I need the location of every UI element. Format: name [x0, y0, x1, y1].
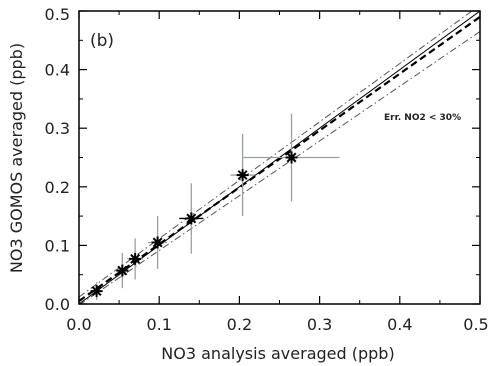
y-tick-labels: 0.0 0.1 0.2 0.3 0.4 0.5 — [45, 5, 70, 314]
data-point — [236, 169, 249, 182]
x-axis-title: NO3 analysis averaged (ppb) — [161, 344, 394, 363]
y-tick-label: 0.0 — [45, 295, 70, 314]
y-tick-label: 0.3 — [45, 119, 70, 138]
data-point — [285, 151, 298, 164]
asterisk-stroke — [186, 213, 197, 224]
axis-ticks — [78, 10, 481, 305]
data-point — [185, 212, 198, 225]
data-point — [90, 285, 103, 298]
y-tick-label: 0.1 — [45, 236, 70, 255]
reference-line-dashed-1 — [79, 15, 480, 302]
y-axis-title: NO3 GOMOS averaged (ppb) — [7, 43, 26, 273]
x-tick-label: 0.4 — [387, 315, 412, 334]
x-tick-labels: 0.0 0.1 0.2 0.3 0.4 0.5 — [66, 315, 488, 334]
data-points — [90, 151, 298, 298]
asterisk-stroke — [237, 170, 248, 181]
y-tick-label: 0.4 — [45, 61, 70, 80]
x-tick-label: 0.3 — [307, 315, 332, 334]
y-tick-label: 0.2 — [45, 178, 70, 197]
reference-line-dashdot-3 — [79, 31, 480, 304]
asterisk-stroke — [130, 253, 141, 264]
x-tick-label: 0.2 — [227, 315, 252, 334]
data-point — [129, 252, 142, 265]
x-tick-label: 0.1 — [146, 315, 171, 334]
data-point — [116, 264, 129, 277]
asterisk-stroke — [91, 286, 102, 297]
reference-line-dashdot-2 — [79, 11, 473, 298]
data-point — [151, 236, 164, 249]
error-bars — [92, 113, 340, 300]
y-tick-label: 0.5 — [45, 5, 70, 24]
panel-label: (b) — [90, 31, 114, 51]
asterisk-stroke — [117, 265, 128, 276]
reference-lines — [79, 11, 480, 304]
asterisk-stroke — [152, 237, 163, 248]
x-tick-label: 0.0 — [66, 315, 91, 334]
chart-annotation: Err. NO2 < 30% — [384, 113, 461, 123]
x-tick-label: 0.5 — [463, 315, 488, 334]
asterisk-stroke — [286, 152, 297, 163]
